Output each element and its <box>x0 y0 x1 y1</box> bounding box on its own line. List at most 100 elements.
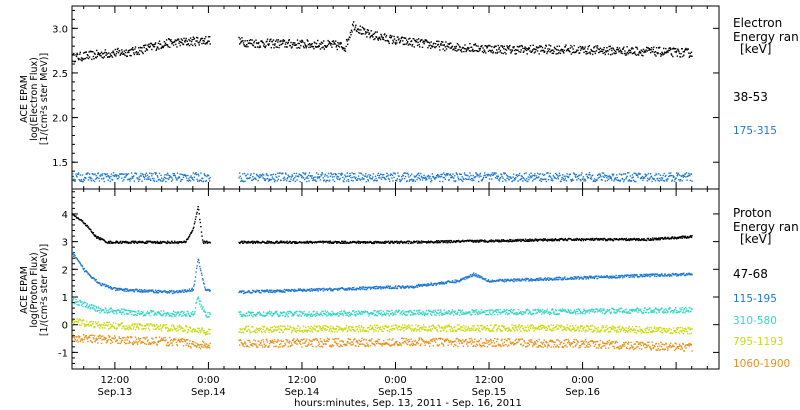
data-point <box>545 279 547 281</box>
data-point <box>499 49 502 52</box>
data-point <box>361 26 364 28</box>
data-point <box>444 282 446 284</box>
data-point <box>248 291 251 293</box>
data-point <box>130 242 132 244</box>
data-point <box>386 172 388 174</box>
data-point <box>679 237 682 239</box>
data-point <box>93 173 95 176</box>
data-point <box>460 49 462 52</box>
data-point <box>105 176 108 178</box>
data-point <box>132 241 134 244</box>
data-point <box>334 43 336 45</box>
data-point <box>550 179 552 181</box>
data-point <box>486 46 489 48</box>
data-point <box>334 172 336 175</box>
data-point <box>472 48 474 51</box>
data-point <box>658 173 660 175</box>
data-point <box>267 242 269 244</box>
data-point <box>240 311 242 313</box>
data-point <box>506 278 508 281</box>
data-point <box>272 173 275 176</box>
data-point <box>459 173 461 175</box>
data-point <box>411 43 414 46</box>
data-point <box>598 48 600 51</box>
data-point <box>87 172 89 174</box>
data-point <box>275 40 277 42</box>
data-point <box>403 37 405 39</box>
data-point <box>104 240 106 242</box>
data-point <box>535 239 538 242</box>
data-point <box>254 177 257 179</box>
data-point <box>536 50 539 52</box>
data-point <box>296 47 298 49</box>
data-point <box>578 278 580 280</box>
data-point <box>238 177 240 179</box>
data-point <box>183 37 185 40</box>
data-point <box>569 277 571 279</box>
data-point <box>384 242 387 244</box>
data-point <box>248 290 250 292</box>
data-point <box>676 273 678 276</box>
data-point <box>468 178 470 180</box>
data-point <box>172 292 174 295</box>
data-point <box>480 277 482 279</box>
data-point <box>396 242 399 244</box>
data-point <box>119 310 121 312</box>
data-point <box>565 44 567 46</box>
data-point <box>91 277 93 280</box>
data-point <box>289 176 291 178</box>
data-point <box>491 46 493 48</box>
data-point <box>644 51 647 53</box>
data-point <box>450 47 453 49</box>
data-point <box>595 275 598 277</box>
data-point <box>606 179 609 182</box>
data-point <box>646 174 648 176</box>
data-point <box>380 288 382 290</box>
data-point <box>458 240 461 242</box>
data-point <box>667 178 669 180</box>
data-point <box>490 175 492 177</box>
data-point <box>146 290 149 292</box>
data-point <box>260 292 262 294</box>
data-point <box>193 176 196 178</box>
data-point <box>302 41 304 43</box>
data-point <box>294 42 296 44</box>
data-point <box>657 179 659 182</box>
data-point <box>240 40 242 43</box>
data-point <box>255 178 257 181</box>
data-point <box>93 278 96 280</box>
data-point <box>192 290 194 292</box>
data-point <box>665 47 667 50</box>
data-point <box>287 290 289 292</box>
data-point <box>308 288 311 290</box>
data-point <box>153 240 155 243</box>
data-point <box>627 53 629 55</box>
data-point <box>603 47 605 49</box>
data-point <box>680 53 682 55</box>
data-point <box>389 286 391 288</box>
data-point <box>133 52 135 54</box>
data-point <box>124 54 126 57</box>
data-point <box>392 180 394 182</box>
data-point <box>96 177 98 180</box>
data-point <box>550 176 552 178</box>
data-point <box>143 176 145 179</box>
data-point <box>240 291 242 293</box>
data-point <box>419 179 421 181</box>
electron-legend-title-2: Energy ran <box>733 30 799 44</box>
data-point <box>463 172 466 174</box>
data-point <box>372 176 374 178</box>
data-point <box>620 52 622 54</box>
data-point <box>400 287 402 289</box>
data-point <box>670 53 672 55</box>
data-point <box>273 313 276 315</box>
data-point <box>393 242 395 244</box>
data-point <box>454 281 456 283</box>
data-point <box>271 176 274 178</box>
data-point <box>388 178 390 180</box>
data-point <box>171 177 173 179</box>
data-point <box>687 235 689 238</box>
data-point <box>399 40 402 42</box>
data-point <box>115 311 118 313</box>
data-point <box>505 180 507 182</box>
